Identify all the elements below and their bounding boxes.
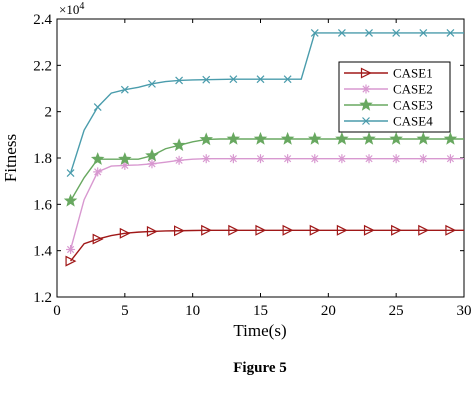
data-point-case3 bbox=[145, 148, 159, 162]
legend-marker bbox=[360, 67, 372, 79]
data-point-case4 bbox=[310, 28, 319, 37]
x-axis-label: Time(s) bbox=[233, 321, 286, 340]
data-point-case1 bbox=[201, 224, 213, 236]
data-point-case3 bbox=[280, 131, 295, 145]
data-point-case4 bbox=[148, 79, 156, 88]
series-markers bbox=[63, 28, 458, 267]
y-exponent-label: ×104 bbox=[59, 1, 84, 17]
data-point-case3 bbox=[226, 131, 241, 145]
x-tick-label: 25 bbox=[389, 303, 404, 319]
legend-item-case2: CASE2 bbox=[344, 82, 433, 97]
data-point-case2 bbox=[147, 159, 157, 169]
data-point-case3 bbox=[253, 131, 268, 145]
data-point-case3 bbox=[389, 131, 403, 145]
data-point-case3 bbox=[63, 193, 78, 207]
y-axis-label: Fitness bbox=[1, 134, 20, 182]
data-point-case4 bbox=[392, 28, 401, 37]
y-tick-label: 1.2 bbox=[33, 290, 52, 306]
data-point-case4 bbox=[93, 103, 102, 111]
data-point-case1 bbox=[228, 224, 240, 236]
data-point-case4 bbox=[256, 75, 265, 84]
x-tick-label: 15 bbox=[253, 303, 268, 319]
data-point-case4 bbox=[66, 169, 75, 177]
data-point-case4 bbox=[337, 28, 346, 37]
data-point-case1 bbox=[363, 224, 375, 236]
figure-caption: Figure 5 bbox=[233, 360, 286, 376]
legend-marker bbox=[359, 97, 373, 111]
legend-label: CASE1 bbox=[393, 66, 433, 81]
data-point-case3 bbox=[362, 131, 376, 145]
data-point-case2 bbox=[93, 167, 103, 177]
data-point-case3 bbox=[118, 152, 132, 165]
data-point-case3 bbox=[308, 131, 322, 145]
data-point-case1 bbox=[418, 224, 430, 236]
data-point-case2 bbox=[174, 155, 184, 165]
y-tick-label: 1.6 bbox=[33, 197, 52, 213]
data-point-case3 bbox=[416, 131, 431, 145]
legend-item-case4: CASE4 bbox=[344, 114, 433, 129]
data-point-case3 bbox=[199, 132, 213, 146]
data-point-case2 bbox=[310, 154, 320, 164]
data-point-case2 bbox=[228, 154, 238, 164]
data-point-case2 bbox=[66, 245, 76, 255]
data-point-case4 bbox=[365, 28, 373, 37]
data-point-case4 bbox=[419, 28, 428, 37]
data-point-case2 bbox=[256, 154, 265, 164]
data-point-case4 bbox=[446, 28, 455, 37]
x-tick-label: 5 bbox=[121, 303, 129, 319]
data-point-case1 bbox=[309, 224, 321, 236]
data-point-case1 bbox=[282, 224, 294, 236]
data-point-case4 bbox=[283, 75, 292, 84]
legend-label: CASE2 bbox=[393, 82, 433, 97]
x-tick-label: 20 bbox=[321, 303, 336, 319]
series-line-case1 bbox=[70, 229, 464, 262]
data-point-case2 bbox=[364, 154, 374, 164]
x-tick-label: 30 bbox=[457, 303, 472, 319]
data-point-case2 bbox=[391, 154, 401, 164]
data-point-case1 bbox=[445, 224, 457, 236]
data-point-case4 bbox=[202, 75, 211, 84]
series-line-case4 bbox=[69, 32, 464, 174]
data-point-case3 bbox=[443, 131, 458, 145]
data-point-case3 bbox=[172, 138, 186, 151]
legend-item-case3: CASE3 bbox=[344, 98, 433, 113]
x-tick-label: 10 bbox=[185, 303, 200, 319]
legend-item-case1: CASE1 bbox=[344, 66, 433, 81]
data-point-case1 bbox=[92, 233, 104, 245]
data-point-case4 bbox=[229, 75, 238, 84]
data-point-case4 bbox=[120, 85, 129, 94]
legend-marker bbox=[361, 84, 371, 94]
data-point-case2 bbox=[337, 154, 347, 164]
data-point-case2 bbox=[201, 154, 211, 164]
data-point-case2 bbox=[283, 154, 293, 164]
data-point-case1 bbox=[336, 224, 348, 236]
y-tick-label: 2.4 bbox=[33, 12, 52, 28]
axis-ticks: 0 5 10 15 20 25 30 1.2 1.4 1.6 1.8 2 2.2 2.4 bbox=[33, 12, 471, 319]
data-point-case1 bbox=[119, 227, 131, 239]
data-point-case3 bbox=[90, 152, 105, 165]
legend-label: CASE3 bbox=[393, 98, 433, 113]
data-point-case1 bbox=[146, 225, 158, 237]
data-point-case3 bbox=[335, 131, 349, 145]
data-point-case2 bbox=[418, 154, 428, 164]
y-tick-label: 2 bbox=[45, 105, 53, 121]
legend-label: CASE4 bbox=[393, 114, 433, 129]
data-point-case1 bbox=[391, 224, 403, 236]
data-point-case1 bbox=[255, 224, 267, 236]
legend-marker bbox=[362, 117, 370, 125]
data-point-case1 bbox=[174, 225, 185, 237]
x-tick-label: 0 bbox=[53, 303, 61, 319]
y-tick-label: 1.8 bbox=[33, 151, 52, 167]
data-point-case2 bbox=[445, 154, 455, 164]
y-tick-label: 1.4 bbox=[33, 244, 52, 260]
data-point-case1 bbox=[65, 255, 77, 267]
data-point-case4 bbox=[175, 76, 184, 85]
y-tick-label: 2.2 bbox=[33, 58, 52, 74]
